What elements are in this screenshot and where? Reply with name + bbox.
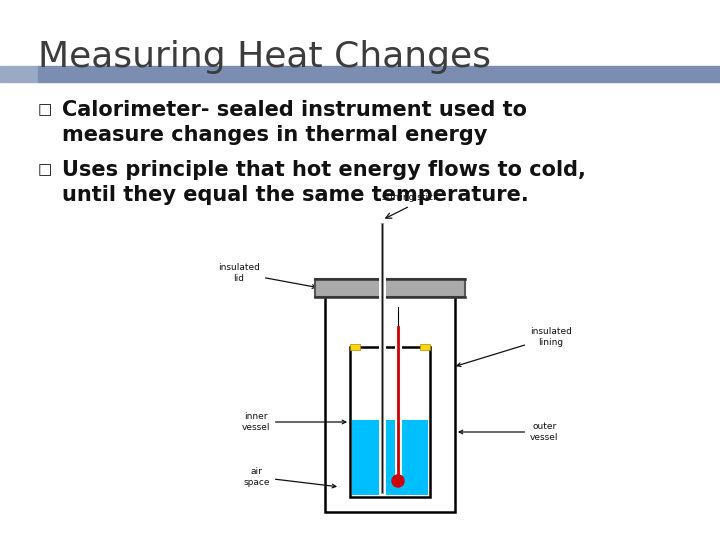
Bar	[350, 347, 430, 497]
Text: □: □	[38, 102, 53, 117]
Text: insulated
lining: insulated lining	[457, 327, 572, 367]
Text: insulated
lid: insulated lid	[218, 264, 316, 288]
Text: stirring stick: stirring stick	[382, 193, 438, 202]
Bar	[350, 344, 360, 350]
Text: Measuring Heat Changes: Measuring Heat Changes	[38, 40, 491, 74]
Bar	[325, 292, 455, 512]
Text: inner
vessel: inner vessel	[241, 413, 346, 431]
Circle shape	[392, 475, 404, 487]
Text: Calorimeter- sealed instrument used to: Calorimeter- sealed instrument used to	[62, 100, 527, 120]
Text: until they equal the same temperature.: until they equal the same temperature.	[62, 185, 528, 205]
Text: Uses principle that hot energy flows to cold,: Uses principle that hot energy flows to …	[62, 160, 586, 180]
Bar	[420, 344, 430, 350]
Text: □: □	[38, 162, 53, 177]
Text: outer
vessel: outer vessel	[459, 422, 559, 442]
Bar	[352, 420, 428, 495]
Bar	[38, 66, 720, 82]
Text: measure changes in thermal energy: measure changes in thermal energy	[62, 125, 487, 145]
Bar	[315, 279, 465, 297]
Bar	[0, 66, 38, 82]
Text: air
space: air space	[243, 467, 336, 488]
